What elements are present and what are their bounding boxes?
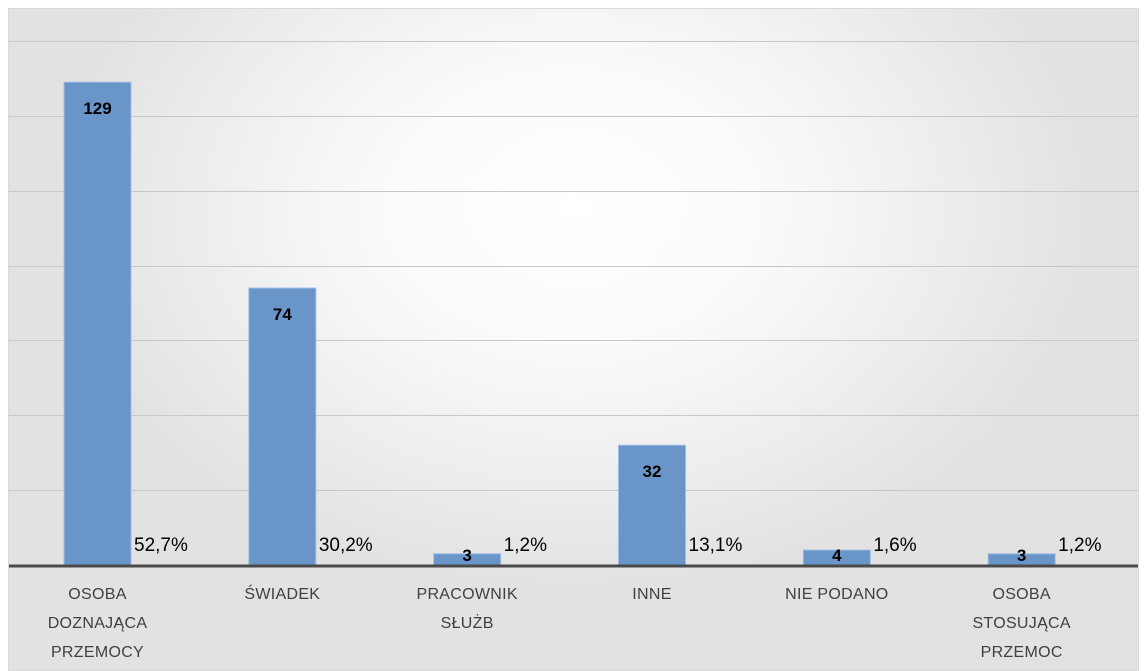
- percent-label: 13,1%: [689, 535, 743, 556]
- percent-label: 1,6%: [873, 535, 916, 556]
- bar-chart: 129 52,7% OSOBA DOZNAJĄCA PRZEMOCY 74 30,2% ŚWI…: [9, 41, 1138, 661]
- data-label: 3: [462, 546, 471, 565]
- data-label: 4: [832, 546, 842, 565]
- percent-label: 1,2%: [1058, 535, 1101, 556]
- category-label: OSOBA: [992, 586, 1050, 603]
- percent-label: 52,7%: [134, 535, 188, 556]
- category-label: DOZNAJĄCA: [48, 615, 148, 632]
- category-label: STOSUJĄCA: [972, 615, 1070, 632]
- category-label: ŚWIADEK: [244, 584, 320, 603]
- category-label: PRZEMOC: [981, 644, 1063, 661]
- category-label: PRZEMOCY: [51, 644, 144, 661]
- bar: [248, 287, 317, 566]
- chart-area: 129 52,7% OSOBA DOZNAJĄCA PRZEMOCY 74 30,2% ŚWI…: [8, 8, 1139, 671]
- category-label: OSOBA: [68, 586, 126, 603]
- category-label: PRACOWNIK: [416, 586, 517, 603]
- bar: [63, 81, 132, 566]
- data-label: 32: [643, 462, 662, 481]
- data-label: 3: [1017, 546, 1026, 565]
- category-label: NIE PODANO: [785, 586, 888, 603]
- category-label: INNE: [632, 586, 671, 603]
- category-label: SŁUŻB: [441, 613, 494, 632]
- bar: [618, 444, 686, 566]
- percent-label: 1,2%: [504, 535, 547, 556]
- data-label: 74: [273, 305, 292, 324]
- percent-label: 30,2%: [319, 535, 373, 556]
- data-label: 129: [83, 99, 111, 118]
